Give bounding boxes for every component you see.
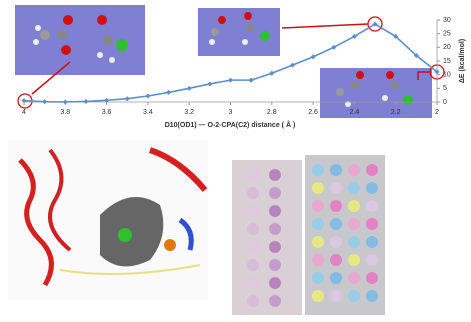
well [247,259,259,271]
well [312,200,324,212]
y-tick-label: 30 [443,17,451,24]
x-tick-label: 2.8 [267,109,277,116]
x-tick-label: 2.4 [350,109,360,116]
data-point [63,100,68,105]
plate-photo-1 [232,160,302,315]
data-point [187,86,192,91]
x-tick-label: 4 [22,109,26,116]
well [330,272,342,284]
data-point [290,63,295,68]
well [312,272,324,284]
well [348,254,360,266]
x-tick-label: 3 [229,109,233,116]
well [269,241,281,253]
well [247,205,259,217]
well [269,223,281,235]
x-tick-label: 3.8 [60,109,70,116]
well [330,290,342,302]
well [269,277,281,289]
y-axis-title: ΔE (kcal/mol) [459,39,466,83]
well [330,218,342,230]
x-tick-label: 2.2 [391,109,401,116]
well [348,290,360,302]
data-point [228,78,233,83]
well [348,272,360,284]
well [269,295,281,307]
inset-product [320,68,432,118]
x-tick-label: 2.6 [308,109,318,116]
x-tick-label: 3.2 [184,109,194,116]
data-point [83,99,88,104]
well [330,254,342,266]
data-point [311,54,316,59]
data-point [125,96,130,101]
well [247,223,259,235]
well [330,236,342,248]
data-point [207,81,212,86]
well [312,254,324,266]
data-point [249,78,254,83]
well [312,182,324,194]
data-point [269,71,274,76]
well [348,182,360,194]
y-tick-label: 5 [443,85,447,92]
well [348,218,360,230]
well [330,182,342,194]
well [312,164,324,176]
well [366,236,378,248]
well [366,218,378,230]
well [247,295,259,307]
well [247,169,259,181]
y-tick-label: 10 [443,72,451,79]
well [348,236,360,248]
well [366,200,378,212]
y-tick-label: 25 [443,31,451,38]
well [366,254,378,266]
page: {"chart_data": {"type": "line", "x": [4,… [0,0,471,322]
well [269,169,281,181]
inset-reactant [15,5,145,75]
well [366,272,378,284]
well [312,236,324,248]
well [330,200,342,212]
x-tick-label: 3.6 [102,109,112,116]
well [366,164,378,176]
data-point [145,93,150,98]
well [348,200,360,212]
x-axis-title: D10(OD1) — O-2-CPA(C2) distance ( Å ) [165,120,296,129]
x-tick-label: 2 [435,109,439,116]
arrow [282,24,368,28]
well [348,164,360,176]
well [330,164,342,176]
well [247,277,259,289]
well [366,290,378,302]
well [366,182,378,194]
y-tick-label: 0 [443,99,447,106]
inset-transition [198,8,280,56]
y-tick-label: 15 [443,58,451,65]
x-tick-label: 3.4 [143,109,153,116]
protein-structure [8,140,208,300]
figure: D10(OD1) — O-2-CPA(C2) distance ( Å ) ΔE… [0,0,471,322]
well [247,241,259,253]
well [269,205,281,217]
well [247,187,259,199]
well [269,259,281,271]
well [269,187,281,199]
data-point [42,99,47,104]
well [312,218,324,230]
data-point [166,90,171,95]
well [312,290,324,302]
y-tick-label: 20 [443,44,451,51]
